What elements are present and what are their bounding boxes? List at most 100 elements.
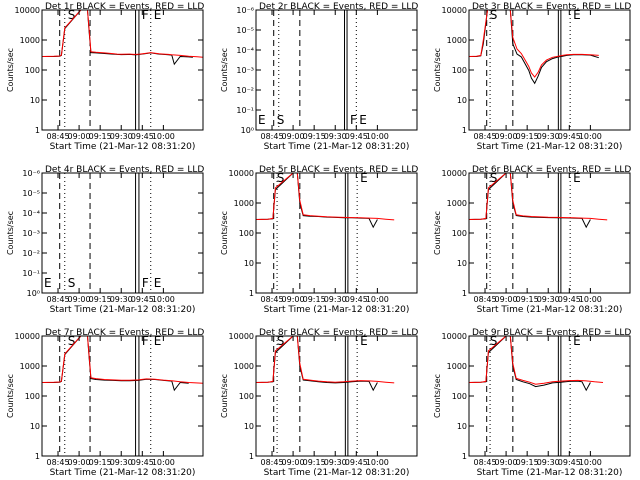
y-tick-label: 1 <box>462 452 467 461</box>
x-tick-label: 10:00 <box>152 295 175 304</box>
y-tick-label: 1 <box>35 126 40 135</box>
x-tick-label: 09:00 <box>495 295 518 304</box>
y-tick-label: 10 <box>244 259 254 268</box>
marker-label: S <box>277 113 285 127</box>
x-tick-label: 08:45 <box>260 458 283 467</box>
x-tick-label: 10:00 <box>366 295 389 304</box>
series-line-lld <box>469 173 608 221</box>
x-axis-label: Start Time (21-Mar-12 08:31:20) <box>50 142 196 152</box>
y-tick-label: 10 <box>30 96 40 105</box>
x-tick-label: 09:45 <box>558 295 581 304</box>
y-tick-label: 10⁻⁵ <box>22 189 40 198</box>
y-tick-label: 100 <box>452 392 467 401</box>
y-tick-label: 10⁻⁴ <box>22 209 40 218</box>
y-axis-label: Counts/sec <box>433 211 442 255</box>
x-tick-label: 09:30 <box>324 295 347 304</box>
y-tick-label: 1000 <box>20 36 40 45</box>
y-tick-label: 10 <box>457 422 467 431</box>
x-axis-label: Start Time (21-Mar-12 08:31:20) <box>477 142 623 152</box>
x-tick-label: 09:30 <box>324 458 347 467</box>
y-tick-label: 1 <box>35 452 40 461</box>
x-tick-label: 08:45 <box>260 295 283 304</box>
x-tick-label: 09:00 <box>282 458 305 467</box>
x-tick-label: 08:45 <box>46 295 69 304</box>
marker-label: E <box>573 171 581 185</box>
x-tick-label: 09:00 <box>282 295 305 304</box>
plot-frame <box>255 172 418 294</box>
marker-label: S <box>490 171 498 185</box>
x-tick-label: 09:45 <box>131 458 154 467</box>
x-tick-label: 08:45 <box>46 132 69 141</box>
series-line-lld <box>256 336 395 384</box>
x-tick-label: 09:45 <box>345 132 368 141</box>
x-tick-label: 09:45 <box>345 295 368 304</box>
marker-label: S <box>68 334 76 348</box>
y-tick-label: 10⁻⁶ <box>236 6 254 15</box>
x-axis-label: Start Time (21-Mar-12 08:31:20) <box>50 468 196 478</box>
y-tick-label: 1000 <box>234 362 254 371</box>
panel-title: Det 3r BLACK = Events, RED = LLD <box>472 2 631 12</box>
series-line-lld <box>42 10 203 58</box>
y-tick-label: 1000 <box>447 199 467 208</box>
series-line-lld <box>42 336 203 384</box>
x-tick-label: 09:00 <box>282 132 305 141</box>
panel-title: Det 2r BLACK = Events, RED = LLD <box>259 2 418 12</box>
y-axis-label: Counts/sec <box>6 374 15 418</box>
marker-label: E <box>573 334 581 348</box>
y-axis-label: Counts/sec <box>220 48 229 92</box>
y-tick-label: 1000 <box>20 362 40 371</box>
plot-frame <box>41 335 204 457</box>
plot-frame <box>468 9 631 131</box>
marker-label: E <box>360 334 368 348</box>
x-tick-label: 09:15 <box>516 458 539 467</box>
marker-label: F <box>142 276 149 290</box>
x-tick-label: 08:45 <box>473 132 496 141</box>
y-tick-label: 10000 <box>15 6 40 15</box>
x-tick-label: 09:15 <box>516 132 539 141</box>
y-tick-label: 10000 <box>15 332 40 341</box>
x-tick-label: 10:00 <box>579 458 602 467</box>
y-axis-label: Counts/sec <box>433 374 442 418</box>
y-tick-label: 10000 <box>229 169 254 178</box>
y-tick-label: 100 <box>25 392 40 401</box>
marker-label: E <box>573 8 581 22</box>
x-tick-label: 09:45 <box>558 132 581 141</box>
marker-label: S <box>68 276 76 290</box>
y-tick-label: 1 <box>462 289 467 298</box>
marker-label: F <box>350 113 357 127</box>
plot-frame <box>255 9 418 131</box>
marker-label: S <box>490 8 498 22</box>
y-tick-label: 1 <box>462 126 467 135</box>
panel-title: Det 5r BLACK = Events, RED = LLD <box>259 165 418 175</box>
x-tick-label: 09:30 <box>324 132 347 141</box>
y-tick-label: 100 <box>25 66 40 75</box>
plot-frame <box>255 335 418 457</box>
y-tick-label: 10 <box>457 96 467 105</box>
x-tick-label: 09:15 <box>303 295 326 304</box>
y-tick-label: 10 <box>30 422 40 431</box>
y-axis-label: Counts/sec <box>6 48 15 92</box>
x-tick-label: 09:00 <box>495 458 518 467</box>
y-tick-label: 100 <box>239 392 254 401</box>
y-tick-label: 10⁰ <box>241 126 254 135</box>
marker-label: S <box>277 334 285 348</box>
x-tick-label: 09:30 <box>537 458 560 467</box>
x-tick-label: 10:00 <box>579 295 602 304</box>
panel-title: Det 1r BLACK = Events, RED = LLD <box>45 2 204 12</box>
y-tick-label: 100 <box>452 66 467 75</box>
y-tick-label: 10⁻² <box>22 249 40 258</box>
marker-label: F <box>142 8 149 22</box>
x-tick-label: 09:15 <box>303 458 326 467</box>
x-tick-label: 09:15 <box>89 132 112 141</box>
x-tick-label: 10:00 <box>366 458 389 467</box>
y-tick-label: 100 <box>239 229 254 238</box>
y-tick-label: 100 <box>452 229 467 238</box>
x-tick-label: 10:00 <box>366 132 389 141</box>
y-tick-label: 1000 <box>447 362 467 371</box>
x-tick-label: 09:00 <box>495 132 518 141</box>
